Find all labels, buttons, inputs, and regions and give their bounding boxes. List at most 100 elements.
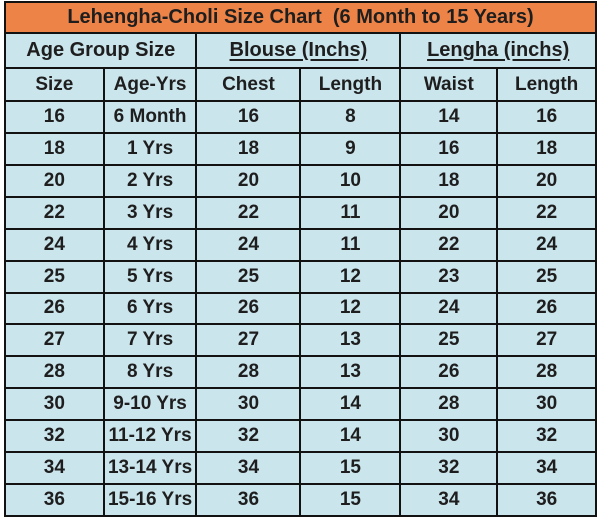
table-cell: 14 [399, 100, 499, 134]
table-row: 27 7 Yrs 27 13 25 27 [4, 323, 597, 358]
table-row: 24 4 Yrs 24 11 22 24 [4, 227, 597, 262]
table-row: 32 11-12 Yrs 32 14 30 32 [4, 419, 597, 454]
table-cell: 25 [496, 259, 597, 294]
table-cell: 22 [195, 195, 302, 230]
table-cell: 6 Month [102, 100, 198, 134]
group-header-blouse-label: Blouse (Inchs) [229, 39, 368, 61]
table-row: 34 13-14 Yrs 34 15 32 34 [4, 451, 597, 486]
table-cell: 2 Yrs [102, 163, 198, 198]
table-cell: 27 [195, 323, 302, 358]
table-cell: 16 [4, 100, 105, 134]
table-cell: 18 [399, 163, 499, 198]
table-cell: 20 [496, 163, 597, 198]
table-cell: 28 [399, 387, 499, 422]
table-cell: 27 [496, 323, 597, 358]
table-cell: 25 [4, 259, 105, 294]
table-cell: 18 [4, 131, 105, 166]
table-cell: 24 [496, 227, 597, 262]
table-cell: 13 [299, 355, 402, 390]
table-cell: 12 [299, 291, 402, 326]
table-cell: 11-12 Yrs [102, 419, 198, 454]
table-cell: 30 [399, 419, 499, 454]
table-cell: 12 [299, 259, 402, 294]
table-cell: 34 [195, 451, 302, 486]
table-cell: 36 [195, 483, 302, 517]
table-row: 36 15-16 Yrs 36 15 34 36 [4, 483, 597, 517]
table-cell: 9 [299, 131, 402, 166]
table-cell: 30 [496, 387, 597, 422]
column-header-size: Size [4, 67, 105, 102]
table-cell: 11 [299, 227, 402, 262]
table-cell: 14 [299, 387, 402, 422]
table-cell: 34 [496, 451, 597, 486]
table-cell: 1 Yrs [102, 131, 198, 166]
table-cell: 14 [299, 419, 402, 454]
table-cell: 13 [299, 323, 402, 358]
table-cell: 26 [496, 291, 597, 326]
table-cell: 32 [4, 419, 105, 454]
table-cell: 26 [4, 291, 105, 326]
group-header-lengha-label: Lengha (inchs) [427, 39, 570, 61]
table-cell: 26 [195, 291, 302, 326]
table-cell: 36 [496, 483, 597, 517]
table-cell: 23 [399, 259, 499, 294]
group-header-lengha: Lengha (inchs) [399, 32, 597, 69]
table-cell: 15 [299, 451, 402, 486]
table-cell: 30 [4, 387, 105, 422]
table-cell: 22 [496, 195, 597, 230]
table-cell: 4 Yrs [102, 227, 198, 262]
table-row: 26 6 Yrs 26 12 24 26 [4, 291, 597, 326]
group-header-age-label: Age Group Size [26, 39, 176, 61]
table-cell: 22 [399, 227, 499, 262]
column-header-chest: Chest [195, 67, 302, 102]
table-cell: 13-14 Yrs [102, 451, 198, 486]
table-row: 18 1 Yrs 18 9 16 18 [4, 131, 597, 166]
column-header-blouse-length: Length [299, 67, 402, 102]
table-cell: 9-10 Yrs [102, 387, 198, 422]
table-cell: 34 [399, 483, 499, 517]
table-cell: 34 [4, 451, 105, 486]
table-cell: 7 Yrs [102, 323, 198, 358]
table-row: 22 3 Yrs 22 11 20 22 [4, 195, 597, 230]
table-cell: 20 [399, 195, 499, 230]
table-cell: 24 [195, 227, 302, 262]
table-cell: 28 [195, 355, 302, 390]
table-cell: 15 [299, 483, 402, 517]
table-cell: 20 [195, 163, 302, 198]
table-cell: 32 [399, 451, 499, 486]
table-cell: 16 [399, 131, 499, 166]
table-row: 25 5 Yrs 25 12 23 25 [4, 259, 597, 294]
table-cell: 25 [195, 259, 302, 294]
table-cell: 25 [399, 323, 499, 358]
table-cell: 22 [4, 195, 105, 230]
size-chart-table: Lehengha-Choli Size Chart (6 Month to 15… [3, 1, 597, 517]
table-cell: 32 [496, 419, 597, 454]
table-cell: 15-16 Yrs [102, 483, 198, 517]
table-cell: 3 Yrs [102, 195, 198, 230]
table-cell: 10 [299, 163, 402, 198]
table-cell: 16 [496, 100, 597, 134]
table-cell: 18 [496, 131, 597, 166]
column-group-row: Age Group Size Blouse (Inchs) Lengha (in… [3, 32, 597, 69]
table-row: 20 2 Yrs 20 10 18 20 [4, 163, 597, 198]
table-cell: 24 [399, 291, 499, 326]
table-cell: 8 Yrs [102, 355, 198, 390]
title-row: Lehengha-Choli Size Chart (6 Month to 15… [4, 1, 597, 34]
table-cell: 28 [496, 355, 597, 390]
table-cell: 30 [195, 387, 302, 422]
table-cell: 5 Yrs [102, 259, 198, 294]
column-header-age-yrs: Age-Yrs [102, 67, 198, 102]
column-header-lengha-length: Length [496, 67, 597, 102]
table-cell: 32 [195, 419, 302, 454]
table-row: 16 6 Month 16 8 14 16 [4, 100, 597, 134]
table-cell: 26 [399, 355, 499, 390]
column-header-row: Size Age-Yrs Chest Length Waist Length [4, 67, 597, 102]
table-cell: 11 [299, 195, 402, 230]
table-row: 30 9-10 Yrs 30 14 28 30 [4, 387, 597, 422]
chart-title: Lehengha-Choli Size Chart (6 Month to 15… [4, 1, 597, 34]
table-cell: 28 [4, 355, 105, 390]
table-cell: 8 [299, 100, 402, 134]
table-cell: 36 [4, 483, 105, 517]
table-cell: 18 [195, 131, 302, 166]
